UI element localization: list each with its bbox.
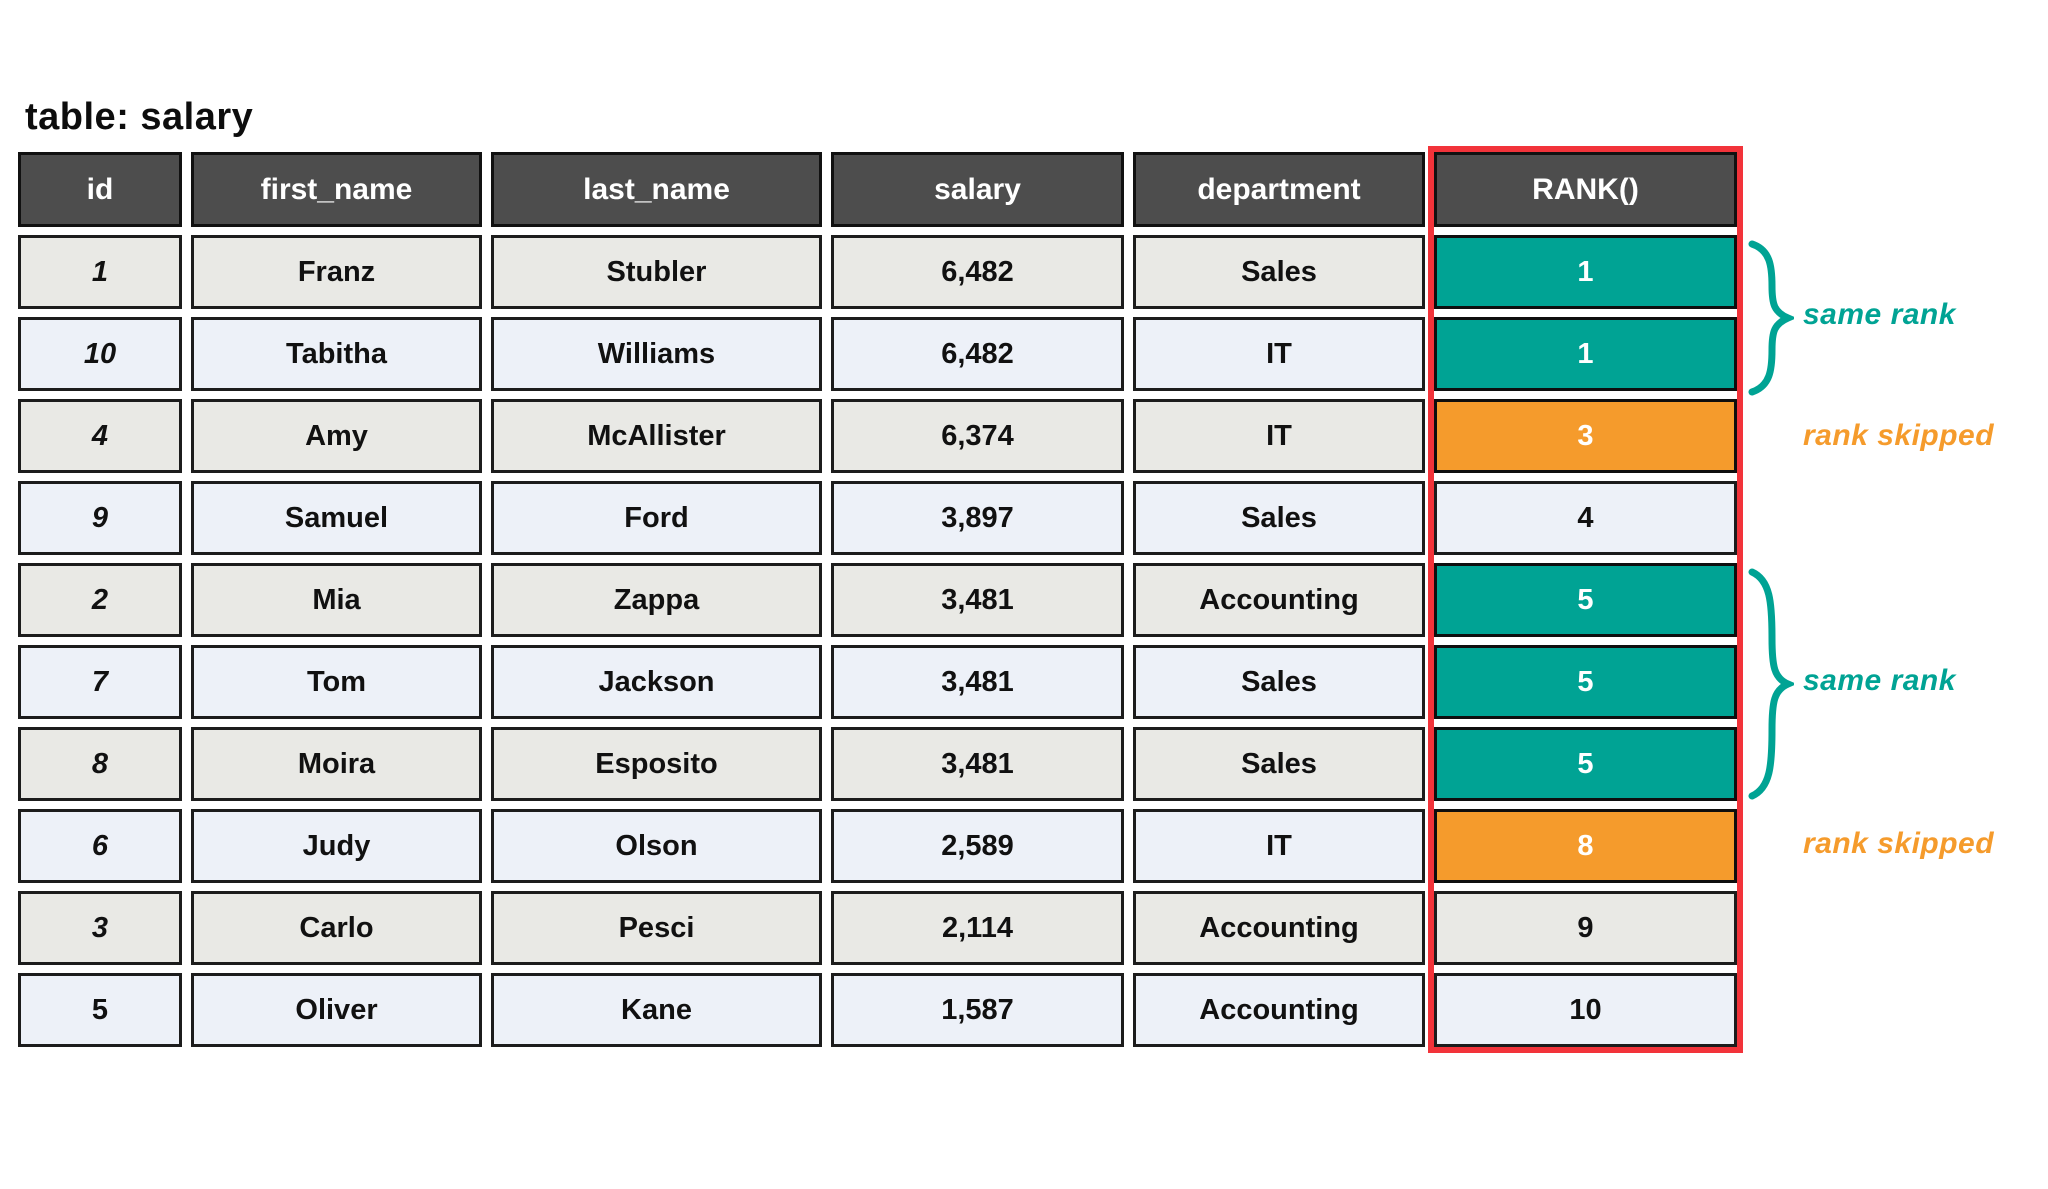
cell-salary: 3,481 (831, 563, 1124, 637)
column-header-department: department (1133, 152, 1425, 227)
cell-last-name: Kane (491, 973, 822, 1047)
cell-id: 9 (18, 481, 182, 555)
cell-department: Accounting (1133, 563, 1425, 637)
cell-rank: 5 (1434, 645, 1737, 719)
column-header-salary: salary (831, 152, 1124, 227)
cell-first-name: Carlo (191, 891, 482, 965)
cell-salary: 6,482 (831, 235, 1124, 309)
cell-rank: 9 (1434, 891, 1737, 965)
cell-first-name: Moira (191, 727, 482, 801)
cell-id: 2 (18, 563, 182, 637)
cell-salary: 6,374 (831, 399, 1124, 473)
cell-salary: 6,482 (831, 317, 1124, 391)
cell-last-name: Jackson (491, 645, 822, 719)
cell-last-name: Ford (491, 481, 822, 555)
curly-brace-icon (1748, 240, 1794, 396)
cell-first-name: Judy (191, 809, 482, 883)
cell-first-name: Franz (191, 235, 482, 309)
cell-first-name: Tom (191, 645, 482, 719)
cell-department: Sales (1133, 727, 1425, 801)
annotation-same-rank-2: same rank (1803, 664, 1956, 697)
column-header-id: id (18, 152, 182, 227)
cell-id: 6 (18, 809, 182, 883)
cell-department: Accounting (1133, 973, 1425, 1047)
cell-rank: 4 (1434, 481, 1737, 555)
cell-salary: 3,481 (831, 645, 1124, 719)
column-header-first-name: first_name (191, 152, 482, 227)
page-title: table: salary (25, 96, 254, 138)
cell-salary: 3,481 (831, 727, 1124, 801)
annotation-rank-skipped-2: rank skipped (1803, 827, 1995, 860)
cell-last-name: Olson (491, 809, 822, 883)
cell-rank: 5 (1434, 727, 1737, 801)
cell-salary: 2,589 (831, 809, 1124, 883)
cell-last-name: Pesci (491, 891, 822, 965)
cell-rank: 5 (1434, 563, 1737, 637)
cell-last-name: Williams (491, 317, 822, 391)
cell-id: 10 (18, 317, 182, 391)
cell-id: 3 (18, 891, 182, 965)
cell-rank: 10 (1434, 973, 1737, 1047)
salary-table: id first_name last_name salary departmen… (18, 152, 1737, 1047)
cell-last-name: Esposito (491, 727, 822, 801)
cell-salary: 3,897 (831, 481, 1124, 555)
cell-first-name: Tabitha (191, 317, 482, 391)
cell-salary: 2,114 (831, 891, 1124, 965)
cell-department: IT (1133, 809, 1425, 883)
cell-id: 4 (18, 399, 182, 473)
annotation-same-rank-1: same rank (1803, 298, 1956, 331)
cell-rank: 8 (1434, 809, 1737, 883)
cell-id: 8 (18, 727, 182, 801)
cell-first-name: Oliver (191, 973, 482, 1047)
cell-first-name: Samuel (191, 481, 482, 555)
cell-id: 7 (18, 645, 182, 719)
cell-rank: 3 (1434, 399, 1737, 473)
curly-brace-icon (1748, 568, 1794, 800)
cell-last-name: McAllister (491, 399, 822, 473)
cell-department: Sales (1133, 645, 1425, 719)
column-header-last-name: last_name (491, 152, 822, 227)
cell-first-name: Amy (191, 399, 482, 473)
cell-department: IT (1133, 399, 1425, 473)
cell-id: 1 (18, 235, 182, 309)
cell-department: IT (1133, 317, 1425, 391)
cell-salary: 1,587 (831, 973, 1124, 1047)
cell-last-name: Stubler (491, 235, 822, 309)
cell-rank: 1 (1434, 235, 1737, 309)
cell-department: Sales (1133, 481, 1425, 555)
cell-last-name: Zappa (491, 563, 822, 637)
cell-department: Sales (1133, 235, 1425, 309)
cell-first-name: Mia (191, 563, 482, 637)
annotation-rank-skipped-1: rank skipped (1803, 419, 1995, 452)
cell-id: 5 (18, 973, 182, 1047)
cell-department: Accounting (1133, 891, 1425, 965)
column-header-rank: RANK() (1434, 152, 1737, 227)
cell-rank: 1 (1434, 317, 1737, 391)
